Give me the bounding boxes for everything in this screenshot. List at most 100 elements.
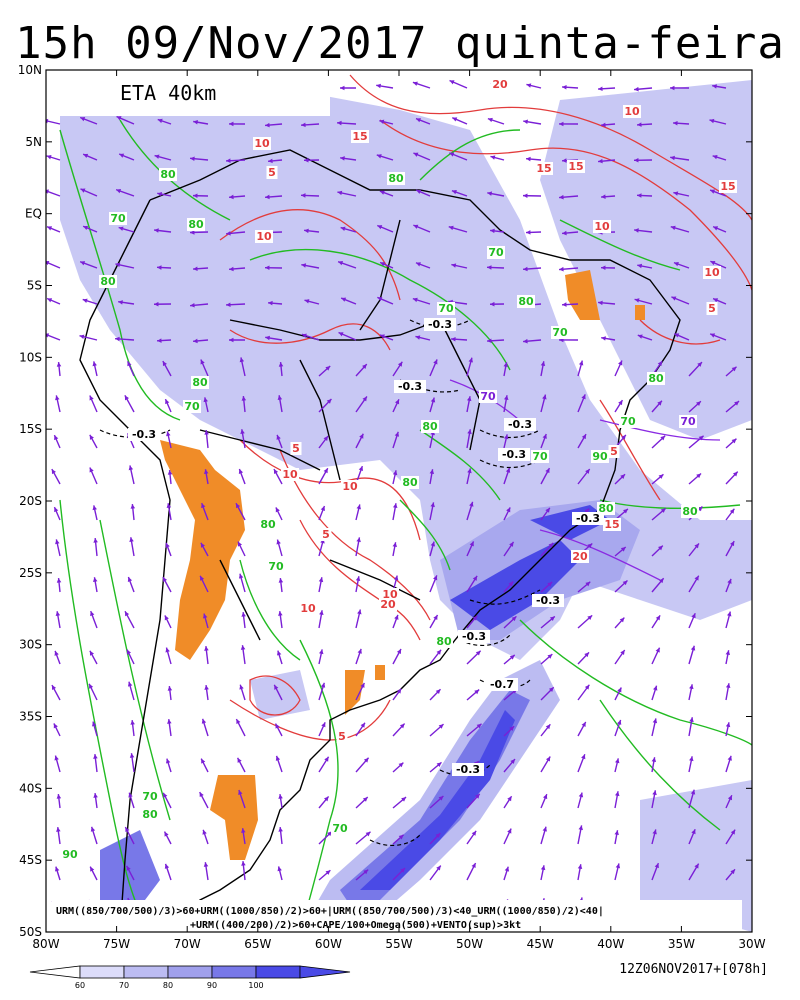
wind-vector-head (469, 501, 474, 507)
wind-vector-head (93, 538, 98, 543)
wind-vector-head (265, 122, 270, 128)
red-contour-label: 10 (300, 602, 316, 615)
wind-vector-head (90, 611, 95, 617)
wind-vector-head (340, 226, 346, 231)
wind-vector-head (51, 685, 57, 691)
wind-vector-head (321, 722, 326, 728)
wind-vector-head (236, 503, 241, 509)
wind-vector-head (731, 366, 737, 372)
wind-vector-head (376, 83, 381, 89)
wind-vector-head (238, 573, 244, 579)
wind-vector-head (469, 541, 474, 547)
wind-vector-head (652, 829, 657, 835)
green-contour-label: 80 (192, 376, 208, 389)
black-contour-label: -0.3 (132, 428, 156, 441)
wind-vector-head (559, 266, 564, 272)
lat-label: 10N (18, 63, 42, 77)
wind-vector-head (338, 261, 344, 266)
wind-vector-head (691, 829, 696, 835)
wind-vector-head (508, 581, 514, 587)
wind-vector-head (691, 613, 696, 619)
green-contour-label: 80 (260, 518, 276, 531)
wind-vector-head (304, 228, 309, 234)
wind-vector-head (601, 336, 606, 341)
wind-vector-head (698, 435, 704, 441)
wind-vector-head (340, 156, 345, 161)
purple-contour-label: 70 (680, 415, 696, 428)
wind-vector-head (154, 228, 159, 233)
wind-vector-head (130, 720, 135, 725)
wind-vector-head (154, 301, 159, 307)
wind-vector-head (162, 361, 167, 367)
wind-vector-head (660, 435, 666, 441)
wind-vector-head (415, 335, 421, 340)
wind-vector-head (725, 683, 731, 689)
wind-vector-head (325, 366, 331, 371)
wind-vector-head (585, 469, 590, 474)
wind-vector-head (127, 361, 132, 367)
wind-vector-head (523, 193, 528, 198)
wind-vector-head (412, 297, 418, 303)
green-contour-label: 70 (552, 326, 568, 339)
contour-label-bg (320, 528, 332, 541)
lat-label: EQ (25, 207, 42, 221)
wind-vector-head (392, 503, 398, 509)
wind-vector-head (549, 616, 555, 622)
wind-vector-head (125, 827, 130, 833)
wind-vector-head (472, 615, 478, 621)
wind-vector-head (51, 469, 56, 475)
wind-vector-head (617, 687, 622, 693)
wind-vector-head (523, 338, 528, 344)
wind-vector-head (449, 80, 455, 85)
contour-label-bg (141, 808, 159, 821)
coastline (79, 149, 681, 932)
contour-label-bg (571, 550, 589, 563)
wind-vector-head (622, 580, 628, 586)
wind-vector-head (165, 399, 170, 405)
lat-label: 35S (19, 710, 42, 724)
wind-vector-head (725, 722, 731, 728)
black-contour-label: -0.3 (576, 512, 600, 525)
red-contour-label: 5 (610, 445, 618, 458)
wind-vector-head (276, 434, 281, 440)
wind-vector-head (731, 438, 737, 444)
wind-vector-head (55, 539, 60, 545)
model-label-box (46, 70, 330, 116)
contour-label-bg (487, 246, 505, 259)
wind-vector-head (637, 122, 642, 127)
wind-vector-head (274, 684, 279, 690)
wind-vector-head (377, 297, 383, 302)
wind-vector-head (363, 757, 369, 763)
wind-vector-head (199, 792, 204, 798)
wind-vector-head (578, 825, 583, 831)
wind-vector-head (80, 117, 86, 122)
wind-vector-head (193, 266, 198, 272)
wind-vector-head (727, 795, 733, 801)
green-contour-label: 80 (188, 218, 204, 231)
wind-vector-head (523, 119, 529, 125)
contour-label-bg (435, 635, 453, 648)
wind-vector-head (359, 433, 364, 439)
wind-vector-head (430, 502, 435, 508)
wind-vector-head (674, 333, 680, 338)
colorbar-label: 90 (207, 981, 217, 990)
wind-vector-head (598, 300, 603, 306)
wind-vector-head (637, 334, 643, 339)
red-contour-label: 10 (704, 266, 720, 279)
wind-vector-head (201, 758, 206, 764)
wind-vector-head (618, 360, 623, 366)
lon-label: 30W (738, 937, 765, 951)
contour-label-bg (387, 172, 405, 185)
wind-vector-head (634, 157, 639, 163)
wind-vector-head (128, 792, 133, 798)
wind-vector-head (587, 615, 593, 620)
wind-vector-head (396, 649, 402, 655)
wind-vector-head (327, 831, 332, 837)
wind-vector-head (54, 755, 59, 761)
wind-vector-head (239, 357, 245, 363)
contour-label-bg (597, 502, 615, 515)
wind-vector-head (559, 194, 564, 200)
black-contour-label: -0.3 (508, 418, 532, 431)
red-contour-label: 10 (256, 230, 272, 243)
wind-vector-head (54, 866, 60, 872)
